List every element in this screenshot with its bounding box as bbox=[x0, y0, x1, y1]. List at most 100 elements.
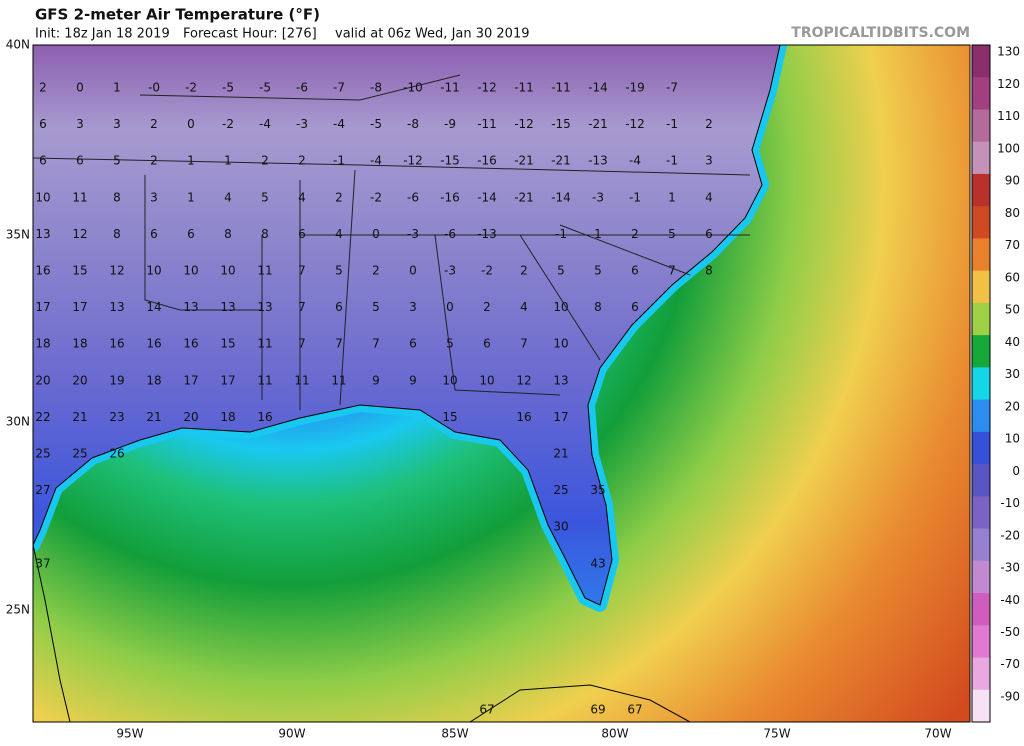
colorbar-segment bbox=[972, 206, 990, 239]
temperature-value: 2 bbox=[298, 154, 306, 168]
temperature-value: 2 bbox=[150, 117, 158, 131]
colorbar-segment bbox=[972, 367, 990, 401]
temperature-value: -7 bbox=[333, 81, 345, 95]
temperature-value: -21 bbox=[514, 190, 534, 204]
temperature-value: -14 bbox=[551, 190, 571, 204]
state-borders bbox=[33, 74, 751, 410]
temperature-value: 6 bbox=[298, 227, 306, 241]
temperature-value: 67 bbox=[479, 703, 494, 717]
temperature-value: 16 bbox=[109, 337, 124, 351]
temperature-value: -4 bbox=[333, 117, 345, 131]
temperature-value: 21 bbox=[146, 410, 161, 424]
temperature-value: 10 bbox=[553, 300, 568, 314]
colorbar-segment bbox=[972, 302, 990, 336]
colorbar-segment bbox=[972, 335, 990, 368]
colorbar-label: 40 bbox=[1005, 335, 1020, 349]
temperature-value: 8 bbox=[113, 227, 121, 241]
temperature-value: -1 bbox=[629, 190, 641, 204]
temperature-value: 2 bbox=[705, 117, 713, 131]
temperature-value: 18 bbox=[35, 337, 50, 351]
temperature-value: 2 bbox=[372, 264, 380, 278]
map bbox=[33, 45, 970, 722]
temperature-value: 7 bbox=[335, 337, 343, 351]
temperature-value: 5 bbox=[557, 264, 565, 278]
colorbar-segment bbox=[972, 464, 990, 497]
valid-time: valid at 06z Wed, Jan 30 2019 bbox=[335, 27, 530, 42]
temperature-value: 1 bbox=[113, 81, 121, 95]
forecast-hour: Forecast Hour: [276] bbox=[183, 27, 317, 42]
temperature-value: -13 bbox=[477, 227, 497, 241]
colorbar-segment bbox=[972, 657, 990, 691]
temperature-value: 2 bbox=[631, 227, 639, 241]
temperature-value: 35 bbox=[590, 483, 605, 497]
temperature-value: 1 bbox=[187, 154, 195, 168]
temperature-value: 16 bbox=[183, 337, 198, 351]
temperature-value: 10 bbox=[146, 264, 161, 278]
temperature-value: 5 bbox=[372, 300, 380, 314]
temperature-value: 7 bbox=[372, 337, 380, 351]
temperature-value: 10 bbox=[553, 337, 568, 351]
temperature-value: 4 bbox=[298, 190, 306, 204]
temperature-value: 17 bbox=[220, 373, 235, 387]
lon-label: 80W bbox=[601, 727, 628, 741]
temperature-value: 7 bbox=[298, 337, 306, 351]
temperature-value: 0 bbox=[187, 117, 195, 131]
colorbar-segment bbox=[972, 270, 990, 304]
temperature-value: 8 bbox=[224, 227, 232, 241]
temperature-value: 5 bbox=[594, 264, 602, 278]
temperature-value: -14 bbox=[588, 81, 608, 95]
temperature-value: 1 bbox=[668, 190, 676, 204]
temperature-value: 18 bbox=[220, 410, 235, 424]
temperature-value: 0 bbox=[372, 227, 380, 241]
temperature-value: -5 bbox=[370, 117, 382, 131]
temperature-value: 30 bbox=[553, 520, 568, 534]
temperature-value: 6 bbox=[631, 300, 639, 314]
temperature-value: 22 bbox=[35, 410, 50, 424]
temperature-value: 10 bbox=[479, 373, 494, 387]
colorbar-label: 90 bbox=[1005, 174, 1020, 188]
temperature-value: 5 bbox=[261, 190, 269, 204]
temperature-value: 25 bbox=[553, 483, 568, 497]
temperature-value: -4 bbox=[259, 117, 271, 131]
temperature-value: 3 bbox=[76, 117, 84, 131]
colorbar-segment bbox=[972, 689, 990, 723]
lon-label: 70W bbox=[924, 727, 951, 741]
temperature-value: 2 bbox=[261, 154, 269, 168]
temperature-value: 4 bbox=[705, 190, 713, 204]
colorbar-label: 30 bbox=[1005, 367, 1020, 381]
temperature-value: 7 bbox=[520, 337, 528, 351]
temperature-value: -8 bbox=[407, 117, 419, 131]
temperature-value: 13 bbox=[109, 300, 124, 314]
temperature-value: -11 bbox=[440, 81, 460, 95]
colorbar-segment bbox=[972, 109, 990, 143]
colorbar-label: 70 bbox=[1005, 238, 1020, 252]
temperature-value: -4 bbox=[370, 154, 382, 168]
temperature-value: 10 bbox=[35, 190, 50, 204]
temperature-value: 10 bbox=[220, 264, 235, 278]
temperature-value: 4 bbox=[224, 190, 232, 204]
temperature-value: -8 bbox=[370, 81, 382, 95]
temperature-value: -2 bbox=[370, 190, 382, 204]
temperature-value: 13 bbox=[553, 373, 568, 387]
temperature-value: 7 bbox=[668, 264, 676, 278]
temperature-value: 10 bbox=[442, 373, 457, 387]
temperature-value: -3 bbox=[592, 190, 604, 204]
temperature-value: -6 bbox=[444, 227, 456, 241]
temperature-value: 17 bbox=[553, 410, 568, 424]
mexico-coast bbox=[33, 544, 71, 722]
lat-label: 30N bbox=[6, 415, 30, 429]
temperature-value: 21 bbox=[72, 410, 87, 424]
temperature-value: -3 bbox=[444, 264, 456, 278]
temperature-value: 25 bbox=[35, 447, 50, 461]
temperature-value: 0 bbox=[446, 300, 454, 314]
temperature-value: -21 bbox=[588, 117, 608, 131]
temperature-value: -15 bbox=[440, 154, 460, 168]
temperature-value: 16 bbox=[146, 337, 161, 351]
temperature-value: 37 bbox=[35, 556, 50, 570]
temperature-value: 6 bbox=[409, 337, 417, 351]
colorbar-segment bbox=[972, 560, 990, 594]
temperature-value: -16 bbox=[440, 190, 460, 204]
colorbar-label: 0 bbox=[1012, 464, 1020, 478]
temperature-value: -12 bbox=[514, 117, 534, 131]
colorbar-segment bbox=[972, 496, 990, 530]
